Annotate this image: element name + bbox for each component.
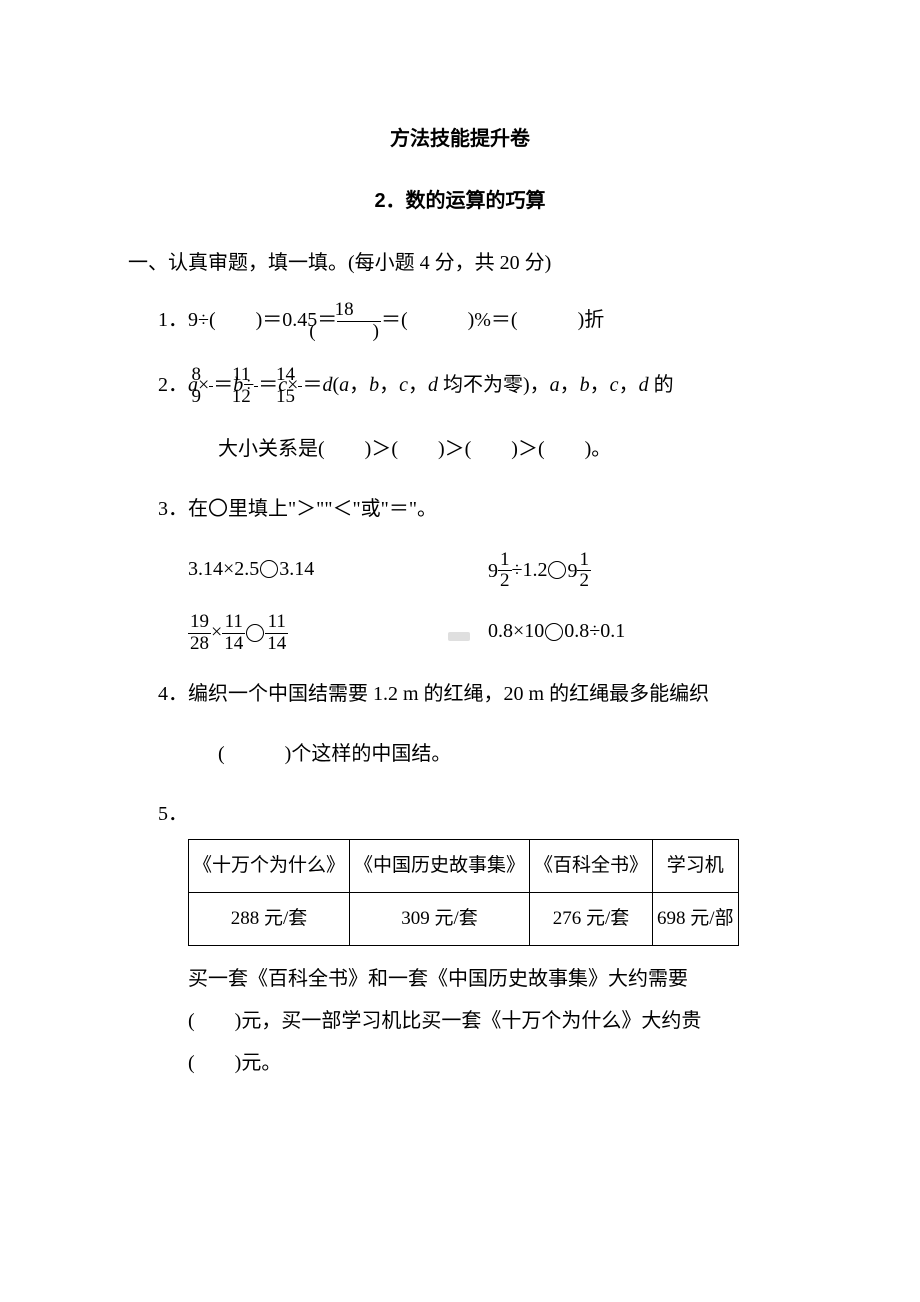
q5-number: 5．: [158, 803, 188, 825]
q4-number: 4．: [158, 683, 188, 705]
table-header-cell: 学习机: [653, 840, 739, 893]
question-5-head: 5．: [128, 795, 792, 833]
q4-line1: 编织一个中国结需要 1.2 m 的红绳，20 m 的红绳最多能编织: [188, 683, 709, 705]
compare-circle: [246, 624, 264, 642]
q2-frac3: 1415: [298, 365, 302, 408]
q3-mixed-2: 912: [567, 550, 591, 593]
q3-mixed-1: 912: [488, 550, 512, 593]
compare-circle: [260, 560, 278, 578]
title-sub: 2．数的运算的巧算: [128, 182, 792, 220]
table-cell: 276 元/套: [530, 893, 653, 946]
q2-frac2: 1112: [254, 365, 258, 408]
q3-r1-left: 3.14×2.53.14: [188, 550, 488, 593]
q1-frac-num: 18: [337, 300, 381, 321]
q3-r1-right: 912÷1.2912: [488, 550, 792, 593]
question-4-line2: ( )个这样的中国结。: [128, 735, 792, 773]
table-header-cell: 《百科全书》: [530, 840, 653, 893]
q3-head-text: 在〇里填上"＞""＜"或"＝"。: [188, 498, 437, 520]
compare-circle: [545, 623, 563, 641]
table-cell: 288 元/套: [189, 893, 350, 946]
question-1: 1．9÷( )＝0.45＝18( )＝( )%＝( )折: [128, 300, 792, 343]
compare-circle: [548, 561, 566, 579]
table-cell: 309 元/套: [350, 893, 530, 946]
section-1-heading: 一、认真审题，填一填。(每小题 4 分，共 20 分): [128, 244, 792, 282]
table-cell: 698 元/部: [653, 893, 739, 946]
q5-text-3: ( )元。: [128, 1044, 792, 1082]
q3-r2-right: 0.8×100.8÷0.1: [488, 612, 792, 655]
q3-r2-frac2: 1114: [222, 612, 245, 655]
q3-r2-frac1: 1928: [188, 612, 211, 655]
q3-number: 3．: [158, 498, 188, 520]
q3-r2-left: 1928×11141114: [188, 612, 488, 655]
title-main: 方法技能提升卷: [128, 120, 792, 158]
question-2: 2．a×89＝b÷1112＝c×1415＝d(a，b，c，d 均不为零)，a，b…: [128, 365, 792, 408]
table-header-cell: 《十万个为什么》: [189, 840, 350, 893]
q1-number: 1．: [158, 309, 188, 331]
q5-text-1: 买一套《百科全书》和一套《中国历史故事集》大约需要: [128, 960, 792, 998]
q3-row1: 3.14×2.53.14 912÷1.2912: [128, 550, 792, 593]
table-header-cell: 《中国历史故事集》: [350, 840, 530, 893]
q3-r2-frac3: 1114: [265, 612, 288, 655]
q1-post: ＝( )%＝( )折: [381, 309, 604, 331]
watermark-icon: [448, 632, 470, 641]
q1-fraction: 18( ): [337, 300, 381, 343]
question-3-head: 3．在〇里填上"＞""＜"或"＝"。: [128, 490, 792, 528]
q2-d: d: [322, 374, 332, 396]
table-row: 《十万个为什么》 《中国历史故事集》 《百科全书》 学习机: [189, 840, 739, 893]
q5-price-table: 《十万个为什么》 《中国历史故事集》 《百科全书》 学习机 288 元/套 30…: [188, 839, 739, 946]
q1-frac-den: ( ): [337, 321, 381, 343]
q5-text-2: ( )元，买一部学习机比买一套《十万个为什么》大约贵: [128, 1002, 792, 1040]
q2-number: 2．: [158, 374, 188, 396]
question-2-line2: 大小关系是( )＞( )＞( )＞( )。: [128, 430, 792, 468]
q2-frac1: 89: [209, 365, 213, 408]
question-4: 4．编织一个中国结需要 1.2 m 的红绳，20 m 的红绳最多能编织: [128, 675, 792, 713]
table-row: 288 元/套 309 元/套 276 元/套 698 元/部: [189, 893, 739, 946]
